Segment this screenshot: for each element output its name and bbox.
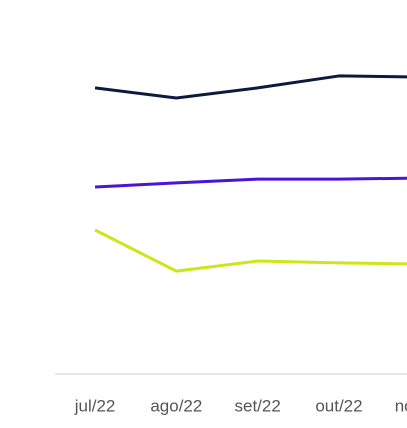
x-tick-label: out/22 bbox=[315, 396, 362, 415]
line bbox=[94, 176, 407, 189]
x-tick-label: ago/22 bbox=[150, 396, 202, 415]
line bbox=[94, 228, 407, 273]
x-tick-label: set/22 bbox=[234, 396, 280, 415]
x-tick-label: nov/22 bbox=[395, 396, 407, 415]
line bbox=[94, 74, 407, 100]
x-tick-label: jul/22 bbox=[74, 396, 116, 415]
